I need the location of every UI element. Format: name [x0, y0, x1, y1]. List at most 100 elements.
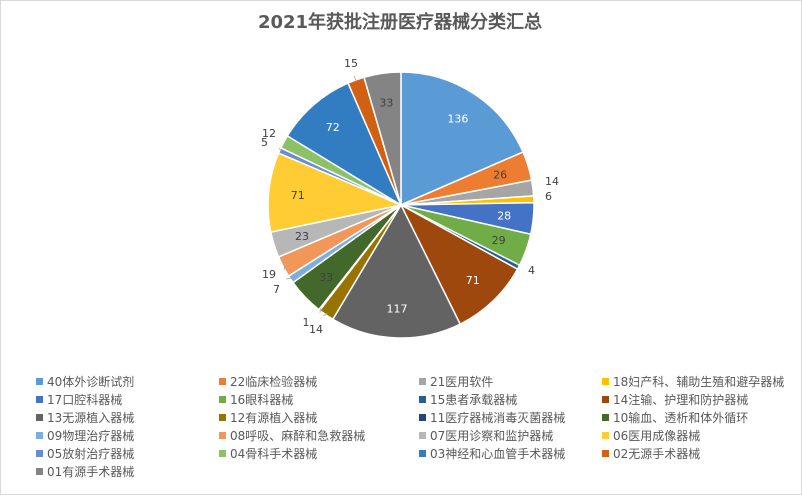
leader-line	[278, 147, 282, 152]
data-label: 6	[545, 190, 552, 203]
leader-line	[516, 261, 519, 267]
legend-label: 04骨科手术器械	[230, 447, 318, 461]
pie-slice	[331, 203, 462, 339]
legend-item: 15患者承载器械	[419, 392, 602, 407]
legend-swatch	[219, 432, 226, 439]
leader-line	[283, 265, 286, 271]
data-label: 71	[291, 189, 305, 202]
legend-item: 40体外诊断试剂	[36, 374, 219, 389]
leader-line	[285, 277, 293, 280]
legend-label: 01有源手术器械	[47, 465, 135, 479]
legend-swatch	[419, 432, 426, 439]
data-label: 14	[309, 323, 323, 336]
legend-swatch	[219, 378, 226, 385]
chart-title: 2021年获批注册医疗器械分类汇总	[257, 12, 543, 33]
data-label: 5	[261, 136, 268, 149]
legend-item: 10输血、透析和体外循环	[602, 410, 792, 425]
legend-swatch	[36, 378, 43, 385]
legend-item: 21医用软件	[419, 374, 602, 389]
legend-label: 05放射治疗器械	[47, 447, 135, 461]
legend-swatch	[602, 378, 609, 385]
legend-swatch	[419, 450, 426, 457]
legend-item: 08呼吸、麻醉和急救器械	[219, 428, 419, 443]
data-label: 29	[492, 234, 506, 247]
legend-swatch	[219, 450, 226, 457]
legend: 40体外诊断试剂 22临床检验器械 21医用软件 18妇产科、辅助生殖和避孕器械 17口…	[36, 374, 796, 479]
legend-swatch	[602, 414, 609, 421]
pie-slice	[399, 203, 519, 326]
data-label: 71	[466, 274, 480, 287]
legend-item: 11医疗器械消毒灭菌器械	[419, 410, 602, 425]
data-label: 7	[273, 283, 280, 296]
legend-label: 08呼吸、麻醉和急救器械	[230, 429, 366, 443]
data-label: 26	[493, 169, 507, 182]
leader-line	[284, 141, 287, 144]
leader-line	[322, 312, 328, 317]
legend-item: 14注输、护理和防护器械	[602, 392, 792, 407]
legend-label: 22临床检验器械	[230, 375, 318, 389]
legend-item: 07医用诊察和监护器械	[419, 428, 602, 443]
data-label: 4	[528, 264, 535, 277]
legend-swatch	[602, 450, 609, 457]
legend-item: 04骨科手术器械	[219, 446, 419, 461]
data-label: 1	[303, 316, 310, 329]
legend-label: 03神经和心血管手术器械	[430, 447, 566, 461]
legend-item: 02无源手术器械	[602, 446, 792, 461]
legend-label: 02无源手术器械	[613, 447, 701, 461]
legend-item: 06医用成像器械	[602, 428, 792, 443]
pie-slice	[363, 71, 402, 206]
pie-slice	[400, 71, 524, 207]
leader-line	[353, 75, 357, 82]
data-label: 136	[447, 112, 468, 125]
legend-label: 40体外诊断试剂	[47, 375, 135, 389]
legend-label: 12有源植入器械	[230, 411, 318, 425]
legend-item: 05放射治疗器械	[36, 446, 219, 461]
legend-swatch	[36, 432, 43, 439]
legend-item: 17口腔科器械	[36, 392, 219, 407]
legend-swatch	[419, 378, 426, 385]
legend-item: 01有源手术器械	[36, 464, 219, 479]
data-label: 72	[326, 121, 340, 134]
legend-label: 13无源植入器械	[47, 411, 135, 425]
data-label: 28	[497, 210, 511, 223]
legend-label: 21医用软件	[430, 375, 494, 389]
legend-swatch	[602, 396, 609, 403]
legend-swatch	[36, 450, 43, 457]
legend-item: 22临床检验器械	[219, 374, 419, 389]
data-label: 33	[379, 96, 393, 109]
legend-item: 16眼科器械	[219, 392, 419, 407]
legend-item: 12有源植入器械	[219, 410, 419, 425]
legend-swatch	[219, 396, 226, 403]
pie-slice	[267, 152, 404, 233]
legend-label: 17口腔科器械	[47, 393, 123, 407]
data-label: 23	[295, 230, 309, 243]
legend-label: 18妇产科、辅助生殖和避孕器械	[613, 375, 785, 389]
legend-swatch	[219, 414, 226, 421]
legend-label: 06医用成像器械	[613, 429, 701, 443]
legend-item: 09物理治疗器械	[36, 428, 219, 443]
legend-label: 14注输、护理和防护器械	[613, 393, 749, 407]
legend-item: 18妇产科、辅助生殖和避孕器械	[602, 374, 792, 389]
data-label: 19	[262, 268, 276, 281]
data-label: 14	[545, 175, 559, 188]
legend-label: 16眼科器械	[230, 393, 294, 407]
data-label: 33	[319, 271, 333, 284]
legend-swatch	[419, 414, 426, 421]
legend-swatch	[36, 414, 43, 421]
legend-label: 10输血、透析和体外循环	[613, 411, 749, 425]
legend-label: 11医疗器械消毒灭菌器械	[430, 411, 566, 425]
legend-label: 07医用诊察和监护器械	[430, 429, 554, 443]
data-label: 12	[262, 127, 276, 140]
leader-line	[319, 308, 321, 314]
pie-slice	[286, 82, 403, 207]
legend-swatch	[602, 432, 609, 439]
data-label: 117	[387, 303, 408, 316]
legend-swatch	[36, 396, 43, 403]
legend-item: 13无源植入器械	[36, 410, 219, 425]
legend-swatch	[419, 396, 426, 403]
legend-label: 09物理治疗器械	[47, 429, 135, 443]
legend-item: 03神经和心血管手术器械	[419, 446, 602, 461]
data-label: 15	[344, 57, 358, 70]
legend-swatch	[36, 468, 43, 475]
